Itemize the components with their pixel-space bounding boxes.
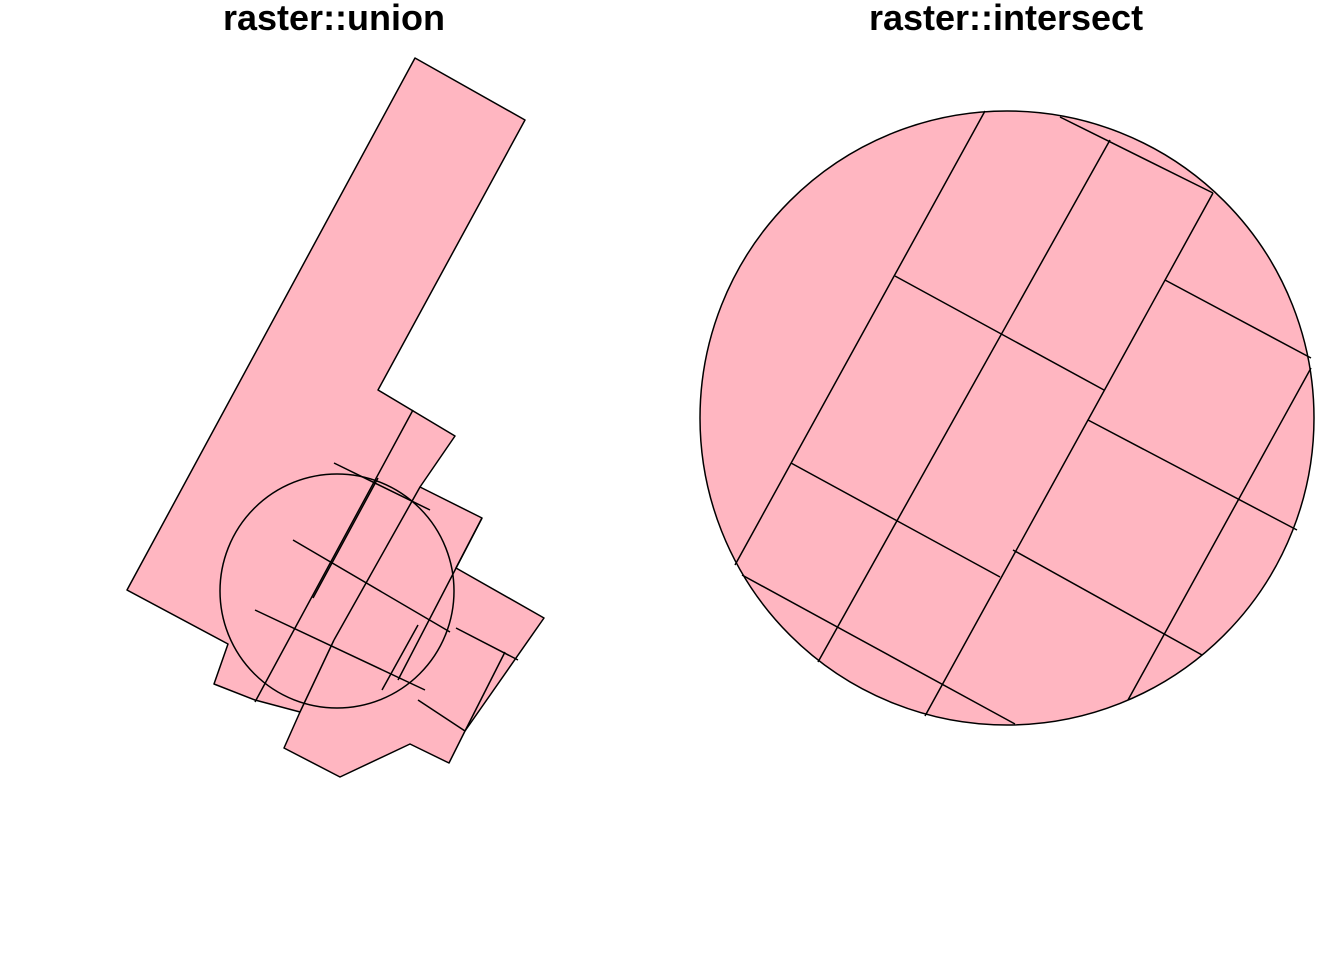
union-grid-line: [381, 624, 419, 691]
intersect-grid-line: [741, 574, 1016, 725]
union-grid-line: [455, 627, 519, 661]
intersect-grid-line: [1059, 116, 1214, 194]
intersect-panel: [699, 110, 1315, 726]
union-grid-line: [397, 517, 483, 681]
union-grid-line: [254, 409, 414, 703]
union-panel-title: raster::union: [222, 0, 446, 38]
union-grid-line: [299, 639, 335, 713]
union-circle-outline: [219, 473, 455, 709]
union-grid-line: [464, 651, 506, 732]
intersect-grid-line: [1164, 279, 1312, 359]
intersect-panel-title: raster::intersect: [868, 0, 1144, 38]
intersect-grid-line: [1127, 367, 1312, 701]
union-panel: [126, 57, 545, 778]
intersect-grid-line: [894, 275, 1105, 391]
union-grid-line: [292, 539, 451, 633]
intersect-grid-lines: [734, 110, 1312, 725]
union-grid-line: [417, 699, 466, 732]
union-polygon: [126, 57, 545, 778]
intersect-grid-line: [734, 110, 986, 566]
union-grid-line: [254, 609, 426, 691]
intersect-circle: [699, 110, 1315, 726]
union-grid-line: [333, 486, 421, 641]
intersect-grid-line: [1087, 419, 1298, 531]
intersect-grid-line: [790, 462, 1001, 578]
intersect-grid-line: [1012, 549, 1203, 656]
intersect-grid-line: [817, 139, 1111, 663]
union-grid-line: [312, 477, 379, 599]
